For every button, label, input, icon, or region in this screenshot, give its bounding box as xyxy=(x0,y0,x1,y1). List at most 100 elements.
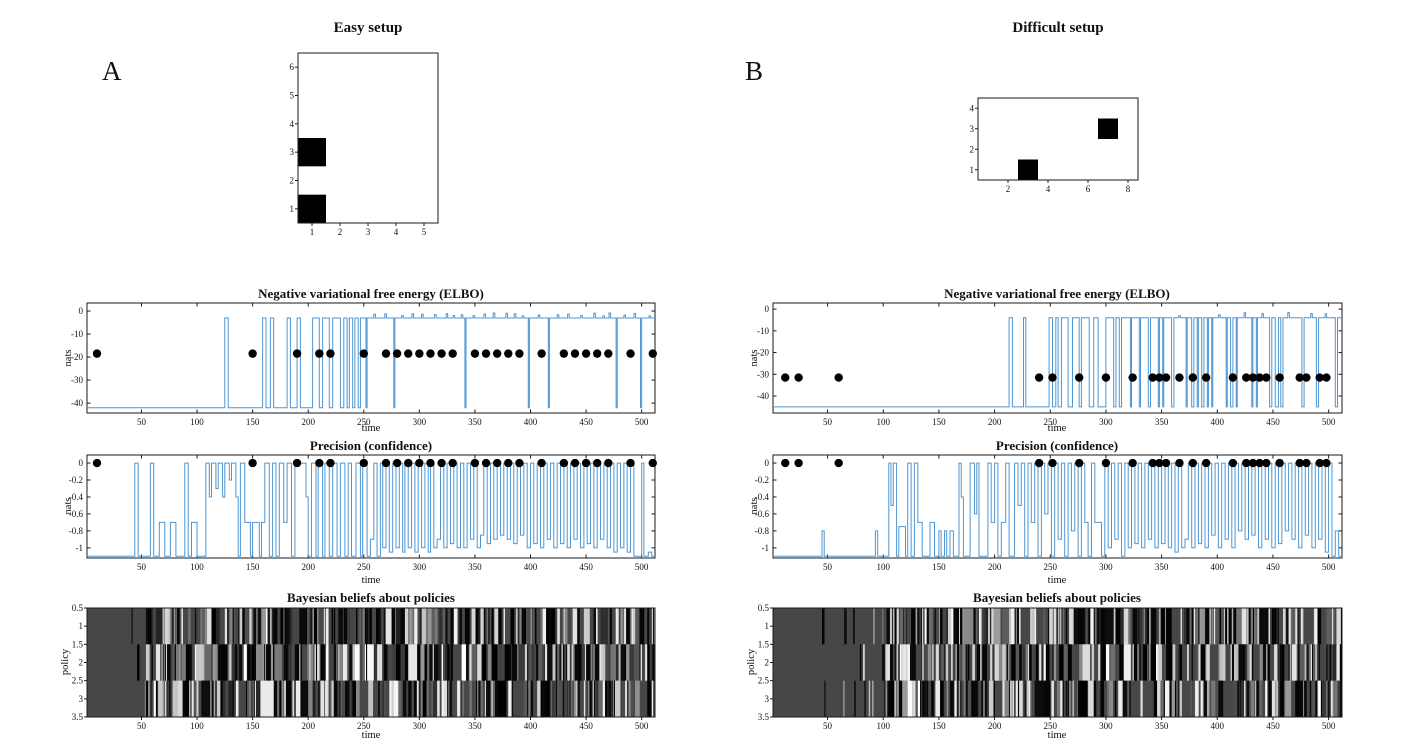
svg-text:150: 150 xyxy=(246,417,260,427)
svg-text:500: 500 xyxy=(1322,562,1336,572)
svg-text:400: 400 xyxy=(524,721,538,731)
svg-text:300: 300 xyxy=(413,562,427,572)
svg-text:1.5: 1.5 xyxy=(758,639,770,649)
svg-text:0: 0 xyxy=(79,458,84,468)
svg-text:350: 350 xyxy=(1155,562,1169,572)
svg-text:500: 500 xyxy=(1322,721,1336,731)
svg-text:450: 450 xyxy=(579,562,593,572)
svg-text:2: 2 xyxy=(290,176,295,186)
svg-text:-30: -30 xyxy=(71,375,83,385)
precision-easy-xlabel: time xyxy=(361,575,381,586)
beliefs-easy-xlabel: time xyxy=(361,730,381,741)
svg-text:350: 350 xyxy=(468,721,482,731)
svg-text:350: 350 xyxy=(468,562,482,572)
svg-text:300: 300 xyxy=(413,721,427,731)
svg-text:5: 5 xyxy=(422,227,427,237)
chart-elbo-difficult: 50 100 150 200 250 300 350 400 450 500 0 -10 -20 -30 -… xyxy=(757,302,1343,427)
svg-text:-20: -20 xyxy=(757,348,769,358)
beliefs-easy-title: Bayesian beliefs about policies xyxy=(287,590,455,605)
svg-text:450: 450 xyxy=(579,721,593,731)
svg-text:4: 4 xyxy=(394,227,399,237)
svg-text:1: 1 xyxy=(310,227,315,237)
svg-text:250: 250 xyxy=(1044,562,1058,572)
svg-text:450: 450 xyxy=(579,417,593,427)
svg-text:-0.6: -0.6 xyxy=(755,509,770,519)
svg-text:350: 350 xyxy=(468,417,482,427)
easy-setup-title: Easy setup xyxy=(333,20,403,36)
svg-text:1.5: 1.5 xyxy=(72,639,84,649)
svg-text:100: 100 xyxy=(876,417,890,427)
elbo-difficult-xlabel: time xyxy=(1047,423,1067,434)
elbo-easy-title: Negative variational free energy (ELBO) xyxy=(258,286,484,301)
svg-text:50: 50 xyxy=(137,721,147,731)
precision-difficult-xlabel: time xyxy=(1047,575,1067,586)
svg-text:-40: -40 xyxy=(757,391,769,401)
svg-text:2.5: 2.5 xyxy=(758,676,770,686)
svg-text:300: 300 xyxy=(1099,417,1113,427)
chart-precision-difficult: 50 100 150 200 250 300 350 400 450 500 0 -0.2 -0.4 -0… xyxy=(755,454,1343,572)
svg-text:250: 250 xyxy=(357,417,371,427)
panel-b-label: B xyxy=(745,56,764,86)
difficult-setup-title: Difficult setup xyxy=(1012,20,1104,36)
svg-text:2: 2 xyxy=(970,144,975,154)
svg-text:300: 300 xyxy=(1099,721,1113,731)
svg-text:250: 250 xyxy=(1044,721,1058,731)
svg-text:200: 200 xyxy=(301,562,315,572)
svg-text:500: 500 xyxy=(635,417,649,427)
svg-text:-0.4: -0.4 xyxy=(755,492,770,502)
panel-a-label: A xyxy=(102,56,122,86)
svg-text:3: 3 xyxy=(79,694,84,704)
chart-difficult-grid: 2 4 6 8 1 2 3 4 xyxy=(970,97,1139,194)
svg-text:-10: -10 xyxy=(71,329,83,339)
svg-text:450: 450 xyxy=(1266,417,1280,427)
elbo-difficult-title: Negative variational free energy (ELBO) xyxy=(944,286,1170,301)
svg-text:450: 450 xyxy=(1266,562,1280,572)
svg-text:2: 2 xyxy=(338,227,343,237)
svg-text:4: 4 xyxy=(290,119,295,129)
svg-text:400: 400 xyxy=(1211,562,1225,572)
beliefs-difficult-title: Bayesian beliefs about policies xyxy=(973,590,1141,605)
svg-text:0: 0 xyxy=(79,306,84,316)
svg-text:400: 400 xyxy=(1211,721,1225,731)
svg-text:-0.4: -0.4 xyxy=(69,492,84,502)
svg-text:200: 200 xyxy=(988,721,1002,731)
svg-text:200: 200 xyxy=(988,562,1002,572)
svg-text:5: 5 xyxy=(290,91,295,101)
svg-text:50: 50 xyxy=(137,417,147,427)
precision-difficult-title: Precision (confidence) xyxy=(995,438,1119,453)
svg-text:-1: -1 xyxy=(762,543,770,553)
svg-text:100: 100 xyxy=(190,417,204,427)
svg-text:300: 300 xyxy=(413,417,427,427)
svg-text:500: 500 xyxy=(635,562,649,572)
svg-text:-0.2: -0.2 xyxy=(69,475,83,485)
svg-text:50: 50 xyxy=(823,417,833,427)
beliefs-difficult-xlabel: time xyxy=(1047,730,1067,741)
svg-text:50: 50 xyxy=(823,721,833,731)
chart-elbo-easy: 50 100 150 200 250 300 350 400 450 500 0 -10 -20 -30 -… xyxy=(71,302,657,427)
svg-text:8: 8 xyxy=(1126,184,1131,194)
svg-text:-1: -1 xyxy=(76,543,84,553)
svg-text:150: 150 xyxy=(932,721,946,731)
svg-text:100: 100 xyxy=(876,721,890,731)
svg-text:6: 6 xyxy=(290,62,295,72)
svg-text:3.5: 3.5 xyxy=(72,712,84,722)
precision-easy-title: Precision (confidence) xyxy=(309,438,433,453)
svg-text:1: 1 xyxy=(290,204,295,214)
chart-beliefs-easy: 50 100 150 200 250 300 350 400 450 500 0.5 1 1.5 2 2.5… xyxy=(72,603,656,731)
svg-text:400: 400 xyxy=(524,562,538,572)
svg-text:4: 4 xyxy=(1046,184,1051,194)
svg-text:3: 3 xyxy=(366,227,371,237)
svg-text:-0.8: -0.8 xyxy=(69,526,84,536)
svg-text:2.5: 2.5 xyxy=(72,676,84,686)
svg-text:50: 50 xyxy=(137,562,147,572)
svg-text:2: 2 xyxy=(79,658,84,668)
svg-text:3: 3 xyxy=(765,694,770,704)
svg-text:3: 3 xyxy=(290,147,295,157)
chart-precision-easy: 50 100 150 200 250 300 350 400 450 500 0 -0.2 -0.4 -0… xyxy=(69,454,657,572)
svg-text:200: 200 xyxy=(301,721,315,731)
svg-text:0.5: 0.5 xyxy=(758,603,770,613)
svg-text:-20: -20 xyxy=(71,352,83,362)
svg-text:4: 4 xyxy=(970,103,975,113)
svg-text:300: 300 xyxy=(1099,562,1113,572)
